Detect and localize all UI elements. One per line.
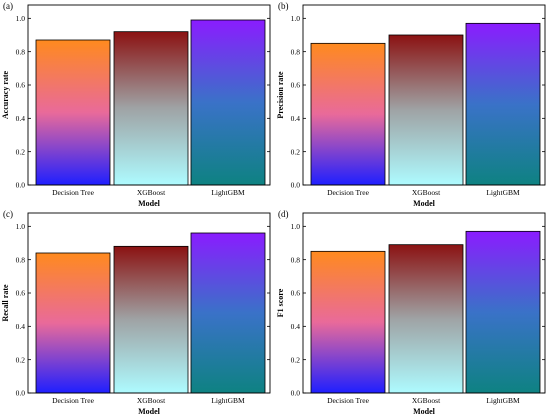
y-axis-title: Accuracy rate [1, 70, 10, 119]
bar-lightgbm [465, 22, 541, 186]
y-tick-label: 1.0 [291, 14, 301, 23]
chart-svg: (d) 0.0 0.2 0.4 0.6 0.8 1.0 Decision Tree XGBoos… [276, 209, 546, 416]
bar-lightgbm [190, 232, 266, 394]
y-tick-label: 0.8 [16, 255, 26, 264]
y-tick-label: 0.0 [16, 181, 26, 190]
chart-svg: (a) 0.0 0.2 0.4 0.6 0.8 1.0 Decision Tree XGBoos… [1, 1, 271, 208]
x-tick-label: LightGBM [486, 188, 520, 197]
x-tick-label: LightGBM [211, 188, 245, 197]
panel-label: (a) [3, 1, 13, 11]
x-axis-title: Model [138, 407, 161, 416]
y-tick-label: 0.0 [291, 181, 301, 190]
panel-recall: (c) 0.0 0.2 0.4 0.6 0.8 1.0 Decision Tree XGBoos… [0, 208, 275, 416]
x-tick-label: Decision Tree [327, 396, 370, 405]
x-tick-label: Decision Tree [52, 396, 95, 405]
y-tick-label: 0.8 [291, 47, 301, 56]
bar-decision-tree [35, 252, 111, 394]
x-tick-label: XGBoost [137, 188, 166, 197]
y-tick-label: 1.0 [16, 14, 26, 23]
plot-frame [27, 4, 271, 186]
bar-xgboost [388, 34, 464, 186]
panel-accuracy: (a) 0.0 0.2 0.4 0.6 0.8 1.0 Decision Tree XGBoos… [0, 0, 275, 208]
x-axis-title: Model [138, 199, 161, 208]
y-axis-title: Recall rate [1, 284, 10, 322]
x-axis-title: Model [413, 407, 436, 416]
y-tick-label: 0.4 [16, 322, 26, 331]
plot-frame [302, 212, 546, 394]
y-tick-label: 0.6 [291, 289, 301, 298]
chart-svg: (c) 0.0 0.2 0.4 0.6 0.8 1.0 Decision Tree XGBoos… [1, 209, 271, 416]
chart-svg: (b) 0.0 0.2 0.4 0.6 0.8 1.0 Decision Tree XGBoos… [276, 1, 546, 208]
y-tick-label: 0.8 [291, 255, 301, 264]
x-tick-label: XGBoost [412, 396, 441, 405]
panel-precision: (b) 0.0 0.2 0.4 0.6 0.8 1.0 Decision Tree XGBoos… [275, 0, 550, 208]
bar-lightgbm [190, 19, 266, 186]
x-tick-label: LightGBM [211, 396, 245, 405]
y-tick-label: 0.2 [16, 355, 26, 364]
y-tick-label: 0.0 [291, 389, 301, 398]
y-tick-label: 0.8 [16, 47, 26, 56]
y-tick-label: 0.6 [16, 289, 26, 298]
y-axis-title: F1 score [276, 288, 285, 317]
y-tick-label: 0.4 [291, 322, 301, 331]
bar-xgboost [113, 31, 189, 186]
y-tick-label: 0.6 [291, 81, 301, 90]
bar-decision-tree [310, 250, 386, 394]
y-tick-label: 0.4 [291, 114, 301, 123]
x-axis-title: Model [413, 199, 436, 208]
y-tick-label: 0.2 [16, 147, 26, 156]
bar-decision-tree [310, 42, 386, 186]
y-tick-label: 0.6 [16, 81, 26, 90]
plot-frame [27, 212, 271, 394]
bar-xgboost [388, 244, 464, 394]
panel-label: (d) [278, 209, 289, 219]
x-tick-label: XGBoost [412, 188, 441, 197]
x-tick-label: LightGBM [486, 396, 520, 405]
x-tick-label: Decision Tree [52, 188, 95, 197]
y-tick-label: 0.2 [291, 355, 301, 364]
y-tick-label: 0.4 [16, 114, 26, 123]
x-tick-label: XGBoost [137, 396, 166, 405]
y-tick-label: 0.0 [16, 389, 26, 398]
bar-decision-tree [35, 39, 111, 186]
y-tick-label: 1.0 [291, 222, 301, 231]
plot-frame [302, 4, 546, 186]
panel-label: (b) [278, 1, 289, 11]
panel-f1: (d) 0.0 0.2 0.4 0.6 0.8 1.0 Decision Tree XGBoos… [275, 208, 550, 416]
bar-xgboost [113, 245, 189, 394]
bar-lightgbm [465, 230, 541, 394]
y-axis-title: Precision rate [276, 71, 285, 119]
panel-label: (c) [3, 209, 13, 219]
y-tick-label: 1.0 [16, 222, 26, 231]
y-tick-label: 0.2 [291, 147, 301, 156]
x-tick-label: Decision Tree [327, 188, 370, 197]
